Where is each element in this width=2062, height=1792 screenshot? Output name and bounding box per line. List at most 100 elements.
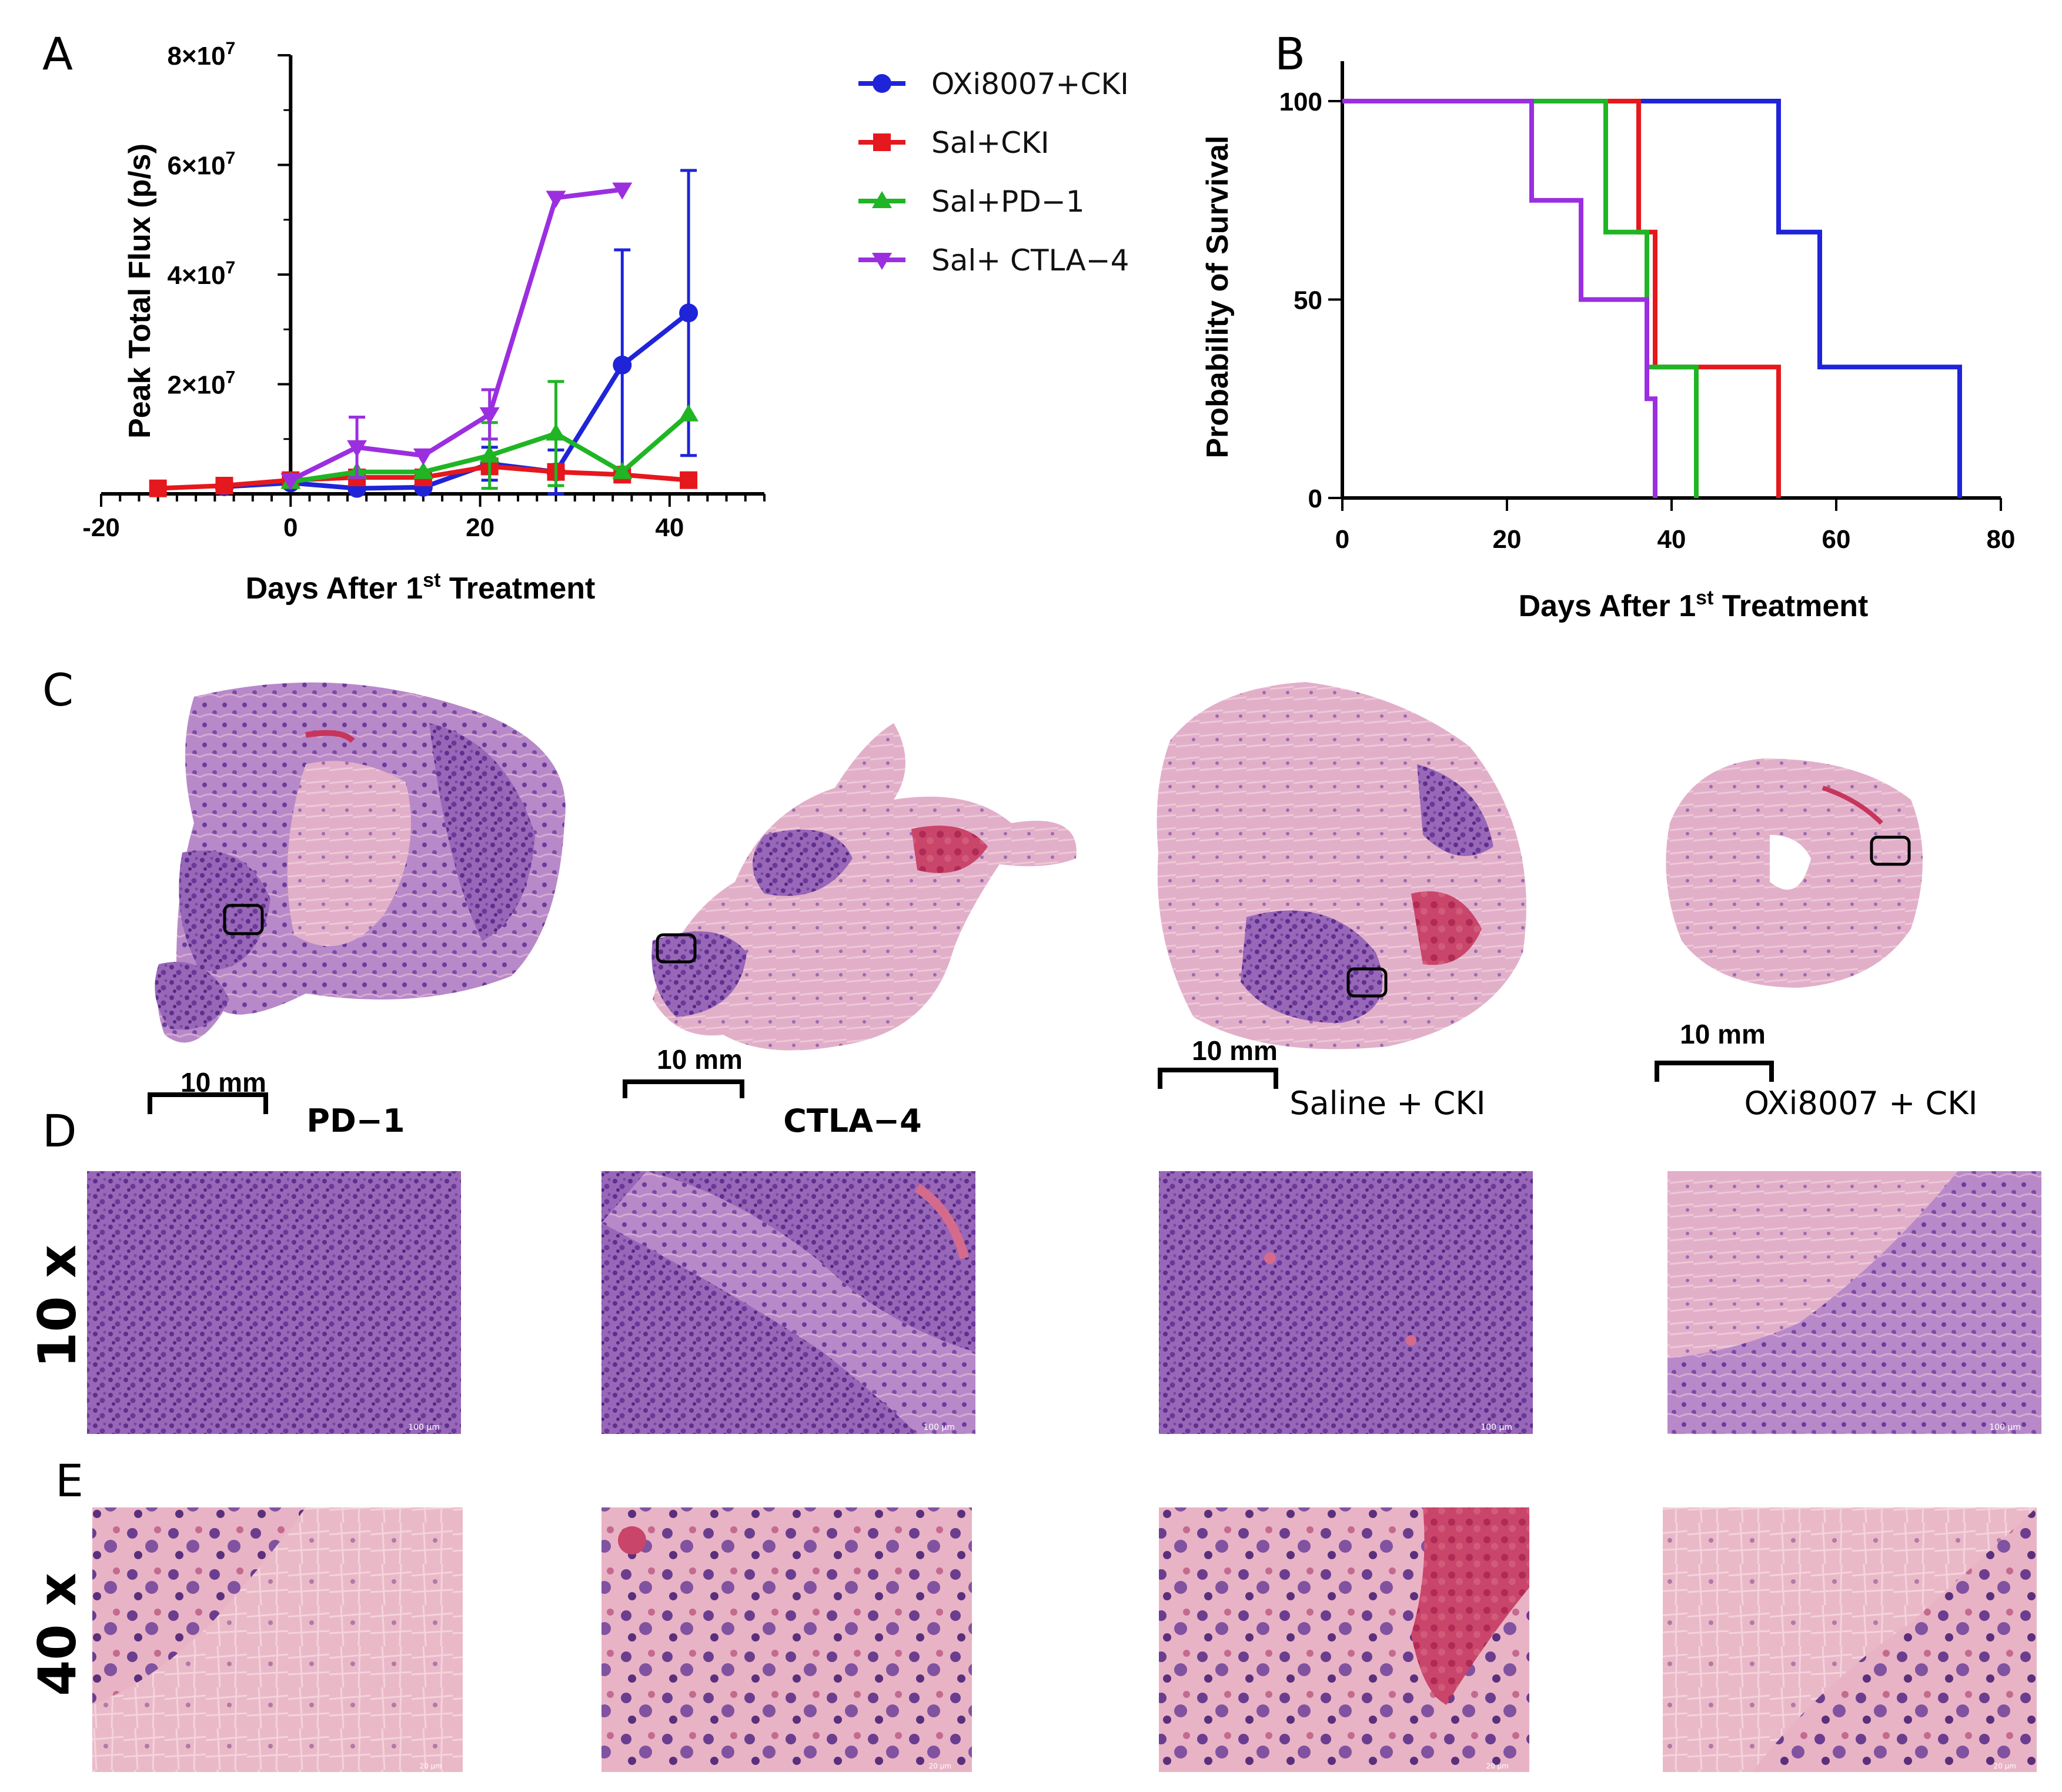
scale-bar-label: 10 mm [657,1044,743,1075]
x-tick-label: 80 [1987,525,2016,554]
data-point [215,477,233,495]
data-point [413,448,433,466]
y-tick-label: 50 [1294,286,1322,315]
legend-item-sal-ctla-4: Sal+ CTLA−4 [858,243,1129,278]
micrograph-scale-label: 20 μm [420,1762,442,1770]
panel-label-e: E [55,1455,83,1507]
scale-bar-label: 10 mm [1680,1019,1766,1049]
series-sal-ctla-4 [280,182,633,490]
legend-swatch-marker [873,133,891,151]
y-tick-label: 100 [1279,88,1322,116]
micrograph-scale-label: 100 μm [1481,1423,1512,1432]
panel-d-10x: 10 x 100 μm 100 μm 100 μm 100 μm [27,1171,2041,1434]
roi-box-ctla4 [656,933,697,964]
micrograph-scale-label: 20 μm [1486,1762,1509,1770]
panel-c-sections: 10 mm 10 mm 10 mm 10 mm PD−1 CTLA−4 Sali… [148,682,1978,1139]
survival-curve-sal-ctla-4 [1342,99,1657,498]
legend-item-oxi8007-cki: OXi8007+CKI [858,67,1129,101]
legend-swatch-marker [873,74,891,93]
condition-label-ctla4: CTLA−4 [783,1102,922,1139]
y-tick-label: 8×107 [167,39,235,71]
legend-swatch-marker [872,191,892,208]
magnification-label-40x: 40 x [27,1573,88,1696]
chart-a-y-axis-title: Peak Total Flux (p/s) [123,143,157,439]
data-point [280,473,301,490]
data-point [413,462,433,479]
micrograph-40x-pd1: 20 μm [92,1507,463,1772]
tumor-section-ctla4 [651,723,1077,1051]
micrograph-scale-label: 20 μm [1994,1762,2016,1770]
x-tick-label: 0 [1335,525,1349,554]
micrograph-scale-label: 100 μm [923,1423,955,1432]
series-line [289,187,623,483]
x-tick-label: -20 [82,513,120,542]
scale-bar-ctla4: 10 mm [623,1044,744,1098]
legend-swatch-marker [872,253,892,270]
data-point [149,479,167,497]
roi-box-pd1 [223,904,264,935]
survival-curve-sal-cki [1342,99,1781,498]
x-tick-label: 60 [1822,525,1851,554]
tumor-section-saline-cki [1157,682,1526,1049]
panel-label-b: B [1275,28,1305,80]
legend-label: Sal+PD−1 [931,185,1085,219]
roi-box-oxi8007-cki [1870,835,1911,866]
legend-label: Sal+ CTLA−4 [931,243,1129,278]
x-tick-label: 40 [1657,525,1686,554]
chart-b-x-axis-title: Days After 1st Treatment [1519,587,1869,623]
chart-a-tumor-flux: -20 0 20 40 8×107 6×107 4×107 2×107 Peak Total … [82,39,766,606]
chart-b-axes: 0 20 40 60 80 0 50 100 [1279,61,2016,554]
micrograph-10x-saline-cki: 100 μm [1159,1171,1533,1434]
data-point [679,404,699,422]
x-tick-label: 0 [283,513,298,542]
y-tick-label: 0 [1308,484,1322,513]
micrograph-40x-oxi8007-cki: 20 μm [1663,1507,2037,1772]
panel-e-40x: 40 x 20 μm 20 μm 20 μm 20 μm [27,1507,2037,1772]
legend-label: Sal+CKI [931,126,1050,160]
legend-item-sal-cki: Sal+CKI [858,126,1050,160]
data-point [612,182,633,200]
y-tick-label: 4×107 [167,258,235,290]
scale-bar-saline-cki: 10 mm [1158,1035,1278,1089]
survival-curve-oxi8007-cki [1342,99,1962,498]
roi-box-saline-cki [1346,967,1388,998]
legend-item-sal-pd-1: Sal+PD−1 [858,185,1085,219]
y-tick-label: 2×107 [167,368,235,400]
scale-bar-oxi8007-cki: 10 mm [1655,1019,1774,1082]
survival-curve-sal-pd-1 [1342,99,1699,498]
chart-b-series [1342,99,1962,498]
x-tick-label: 20 [1493,525,1522,554]
micrograph-40x-saline-cki: 20 μm [1159,1507,1529,1772]
tumor-section-pd1 [155,682,566,1043]
condition-label-oxi8007-cki: OXi8007 + CKI [1744,1085,1977,1122]
scale-bar-label: 10 mm [1192,1035,1278,1066]
tumor-section-oxi8007-cki [1666,758,1923,988]
scale-bar-label: 10 mm [181,1067,266,1098]
panel-label-d: D [42,1105,77,1157]
chart-a-axes: -20 0 20 40 8×107 6×107 4×107 2×107 [82,39,766,542]
micrograph-10x-oxi8007-cki: 100 μm [1667,1171,2041,1434]
condition-label-saline-cki: Saline + CKI [1289,1085,1485,1122]
chart-b-y-axis-title: Probability of Survival [1201,135,1235,458]
micrograph-scale-label: 100 μm [408,1423,440,1432]
micrograph-10x-ctla4: 100 μm [601,1171,975,1434]
x-tick-label: 20 [466,513,494,542]
y-tick-label: 6×107 [167,149,235,180]
legend: OXi8007+CKI Sal+CKI Sal+PD−1 Sal+ CTLA−4 [858,67,1129,278]
data-point [679,303,699,323]
chart-a-x-axis-title: Days After 1st Treatment [246,569,596,606]
magnification-label-10x: 10 x [27,1245,88,1368]
condition-label-pd1: PD−1 [306,1102,405,1139]
legend-label: OXi8007+CKI [931,67,1129,101]
micrograph-scale-label: 20 μm [929,1762,951,1770]
data-point [612,462,633,479]
micrograph-40x-ctla4: 20 μm [601,1507,972,1772]
data-point [479,445,500,463]
data-point [347,440,367,457]
x-tick-label: 40 [655,513,684,542]
data-point [613,355,632,375]
scale-bar-pd1: 10 mm [148,1067,268,1114]
data-point [546,423,566,441]
